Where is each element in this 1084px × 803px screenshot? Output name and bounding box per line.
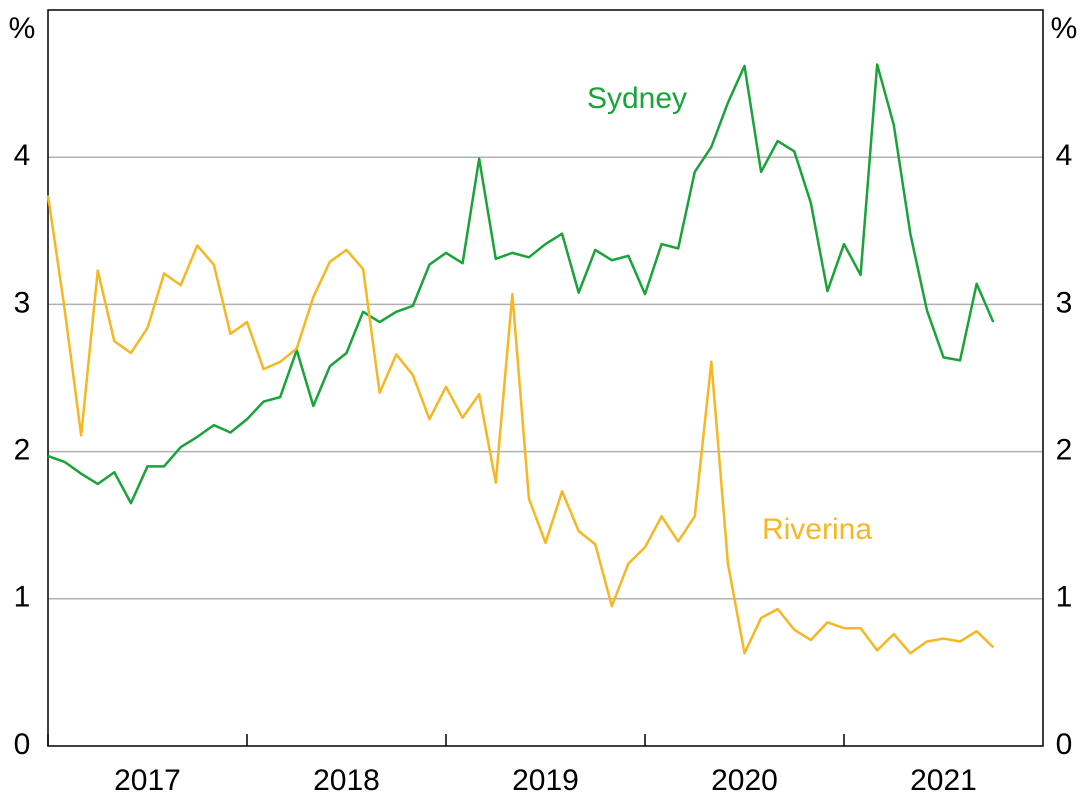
plot-frame xyxy=(47,9,1044,747)
y2-tick-label: 2 xyxy=(1056,434,1073,467)
y-axis-label: % xyxy=(9,12,36,45)
y-tick-label: 2 xyxy=(14,434,31,467)
y-tick-label: 3 xyxy=(14,286,31,319)
x-tick-label: 2021 xyxy=(910,764,977,797)
x-tick-label: 2017 xyxy=(114,764,181,797)
y2-tick-label: 0 xyxy=(1056,728,1073,761)
y2-tick-label: 4 xyxy=(1056,139,1073,172)
y-tick-label: 4 xyxy=(14,139,31,172)
series-label: Sydney xyxy=(587,82,687,115)
series-label: Riverina xyxy=(762,513,872,546)
x-tick-label: 2020 xyxy=(711,764,778,797)
y2-axis-label: % xyxy=(1051,12,1078,45)
y-tick-label: 0 xyxy=(14,728,31,761)
series-line xyxy=(47,63,995,505)
y2-tick-label: 1 xyxy=(1056,581,1073,614)
x-tick-label: 2018 xyxy=(313,764,380,797)
x-tick-label: 2019 xyxy=(512,764,579,797)
y-tick-label: 1 xyxy=(14,581,31,614)
series-line xyxy=(46,195,995,655)
y2-tick-label: 3 xyxy=(1056,286,1073,319)
